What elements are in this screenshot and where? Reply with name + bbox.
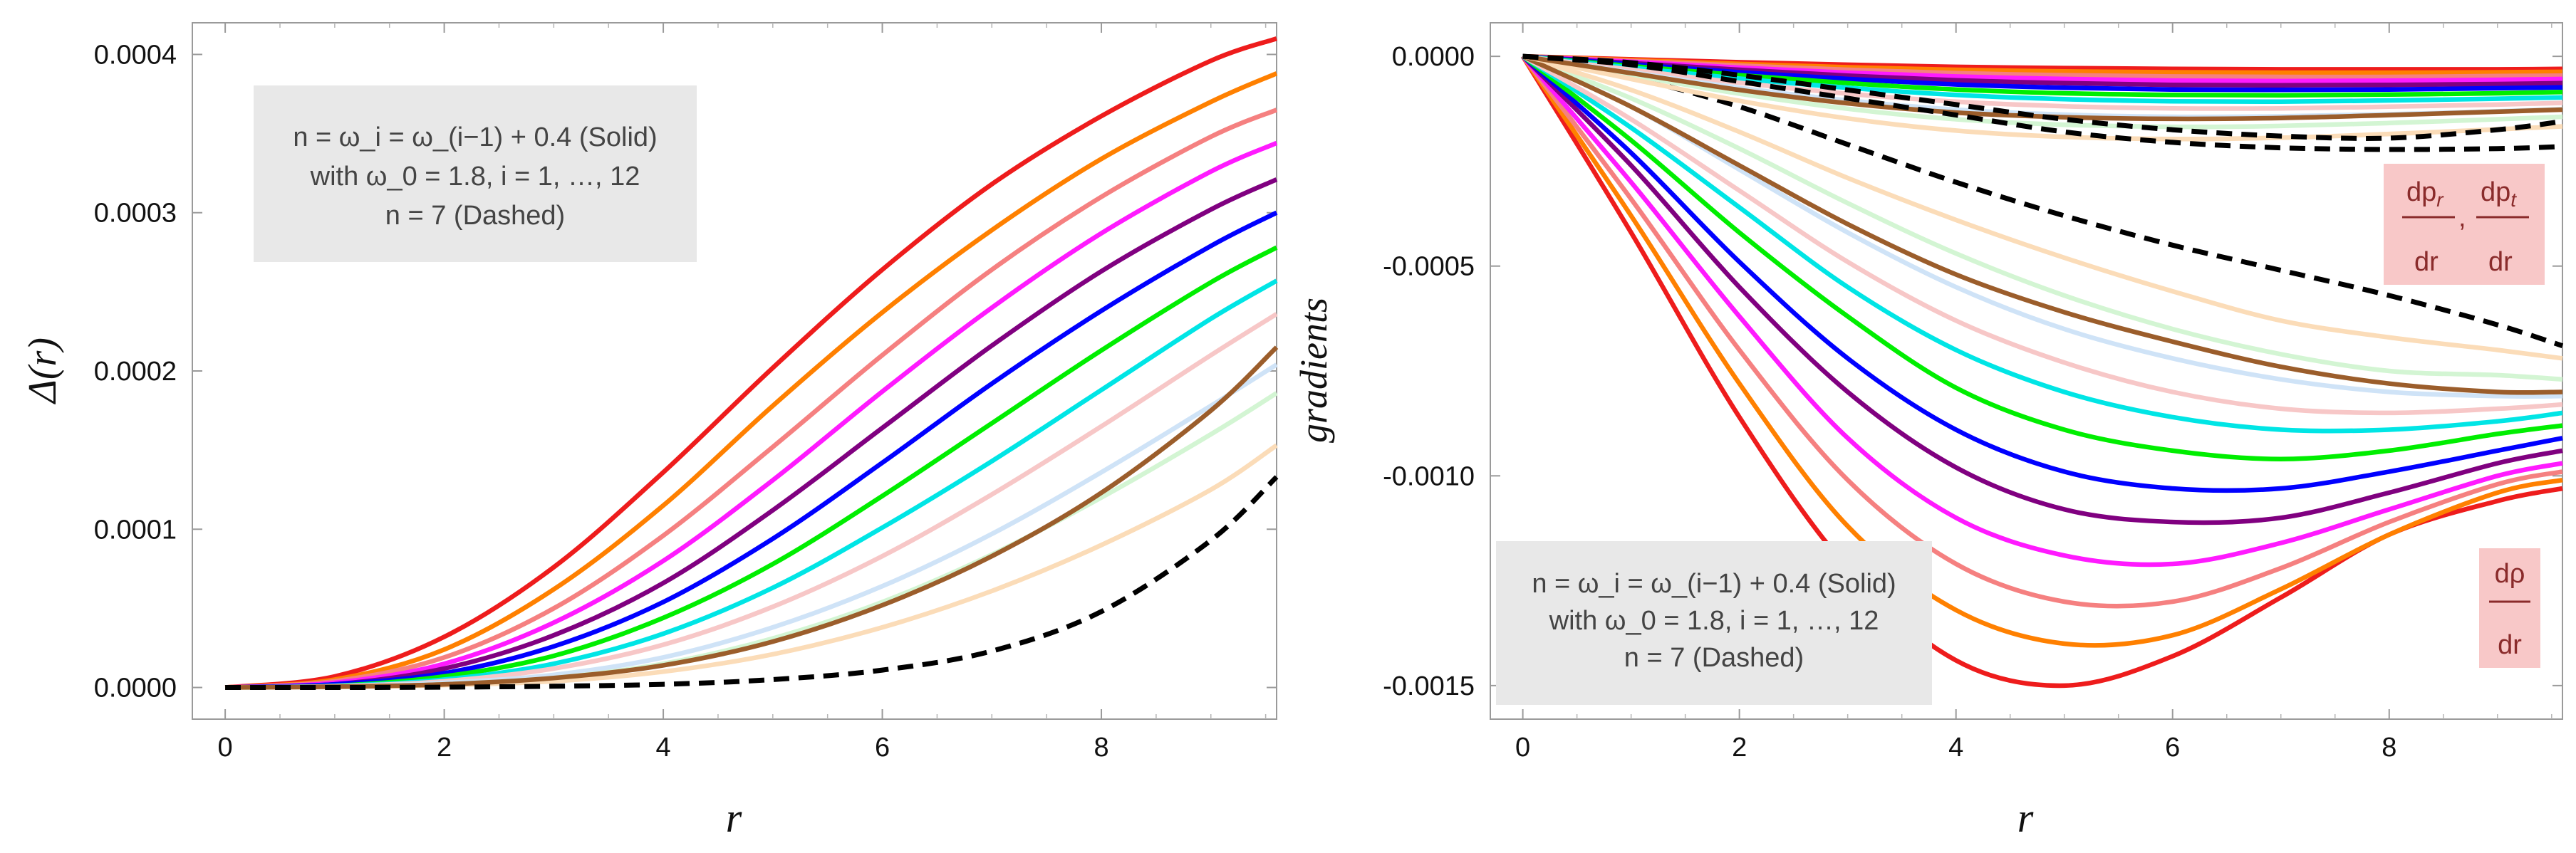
right-x-tick-labels: 0 2 4 6 8 — [1515, 733, 2396, 763]
right-series-line — [1522, 54, 2563, 395]
left-y-tick-labels: 0.0000 0.0001 0.0002 0.0003 0.0004 — [94, 40, 177, 703]
left-legend-background — [254, 85, 697, 262]
right-series-line — [1522, 53, 2563, 152]
left-x-tick-label: 0 — [218, 733, 233, 763]
left-series-line — [224, 71, 1278, 690]
left-legend-line1: n = ω_i = ω_(i−1) + 0.4 (Solid) — [293, 122, 657, 152]
left-series-line — [225, 391, 1278, 690]
left-y-tick-label: 0.0000 — [94, 674, 177, 703]
left-y-tick-label: 0.0004 — [94, 40, 177, 70]
pressure-gradient-box — [2384, 164, 2545, 285]
right-x-tick-label: 2 — [1732, 733, 1747, 763]
dp-t-denominator: dr — [2488, 247, 2513, 277]
left-x-axis-label: r — [726, 795, 742, 841]
left-y-tick-label: 0.0002 — [94, 357, 177, 387]
left-y-axis-label: Δ(r) — [21, 337, 65, 404]
right-axis-ticks — [1490, 23, 2562, 719]
left-x-tick-label: 6 — [875, 733, 890, 763]
right-panel: 0 2 4 6 8 0.0000 -0.0005 -0.0010 -0.0015… — [1292, 22, 2564, 841]
left-y-tick-label: 0.0001 — [94, 515, 177, 545]
left-y-tick-label: 0.0003 — [94, 199, 177, 229]
left-panel: 0 2 4 6 8 0.0000 0.0001 0.0002 0.0003 0.… — [21, 22, 1279, 841]
right-series-line — [1521, 54, 2563, 567]
right-x-tick-label: 8 — [2382, 733, 2396, 763]
right-series-line — [1522, 54, 2563, 382]
right-y-tick-labels: 0.0000 -0.0005 -0.0010 -0.0015 — [1383, 42, 1475, 701]
dp-t-numerator: dpt — [2481, 177, 2517, 211]
left-series-line — [224, 36, 1278, 690]
right-series-line — [1522, 53, 2563, 130]
right-series-line — [1522, 53, 2563, 141]
left-series-line — [225, 210, 1278, 690]
right-series-line — [1521, 54, 2563, 525]
right-series-line — [1521, 54, 2563, 434]
right-series-line — [1522, 53, 2563, 122]
right-series-line — [1521, 54, 2563, 493]
right-legend-line3: n = 7 (Dashed) — [1624, 643, 1804, 673]
drho-numerator: dρ — [2495, 559, 2525, 589]
left-series-line — [225, 312, 1278, 690]
right-series-line — [1521, 55, 2563, 609]
right-x-axis-label: r — [2017, 795, 2034, 841]
right-x-tick-label: 0 — [1515, 733, 1530, 763]
right-series-line — [1521, 54, 2563, 416]
left-legend-line2: with ω_0 = 1.8, i = 1, …, 12 — [310, 162, 640, 192]
right-y-axis-label: gradients — [1292, 298, 1335, 443]
right-series-line — [1522, 53, 2563, 142]
left-x-tick-label: 8 — [1094, 733, 1108, 763]
right-y-tick-label: -0.0015 — [1383, 671, 1475, 701]
fraction-separator: , — [2458, 203, 2466, 233]
left-x-tick-label: 4 — [656, 733, 671, 763]
density-gradient-annotation: dρ dr — [2479, 548, 2540, 668]
left-series-line — [225, 475, 1279, 691]
left-series-line — [225, 177, 1278, 690]
right-legend-box: n = ω_i = ω_(i−1) + 0.4 (Solid) with ω_0… — [1496, 541, 1932, 705]
right-series-line — [1522, 53, 2563, 111]
left-legend-box: n = ω_i = ω_(i−1) + 0.4 (Solid) with ω_0… — [254, 85, 697, 262]
right-y-tick-label: -0.0005 — [1383, 252, 1475, 282]
right-series-line — [1521, 54, 2563, 461]
left-x-tick-label: 2 — [437, 733, 452, 763]
right-legend-background — [1496, 541, 1932, 705]
right-series-line — [1520, 55, 2563, 648]
pressure-gradient-annotation: dpr dr , dpt dr — [2384, 164, 2545, 285]
density-gradient-box — [2479, 548, 2540, 668]
right-y-tick-label: -0.0010 — [1383, 461, 1475, 491]
dp-r-denominator: dr — [2414, 247, 2439, 277]
left-series-line — [224, 108, 1278, 690]
right-x-tick-label: 4 — [1948, 733, 1963, 763]
drho-denominator: dr — [2498, 630, 2522, 660]
right-legend-line2: with ω_0 = 1.8, i = 1, …, 12 — [1549, 606, 1879, 636]
left-legend-line3: n = 7 (Dashed) — [385, 201, 565, 231]
left-axis-ticks — [192, 23, 1277, 719]
dp-r-numerator: dpr — [2406, 177, 2444, 211]
right-series-line — [1522, 53, 2563, 361]
left-x-tick-labels: 0 2 4 6 8 — [218, 733, 1109, 763]
right-legend-line1: n = ω_i = ω_(i−1) + 0.4 (Solid) — [1532, 569, 1896, 599]
left-series-line — [224, 140, 1278, 690]
left-series-group — [224, 36, 1279, 691]
right-series-group — [1520, 53, 2564, 689]
right-plot-frame — [1490, 22, 2563, 720]
right-y-tick-label: 0.0000 — [1392, 42, 1475, 72]
right-x-tick-label: 6 — [2165, 733, 2180, 763]
